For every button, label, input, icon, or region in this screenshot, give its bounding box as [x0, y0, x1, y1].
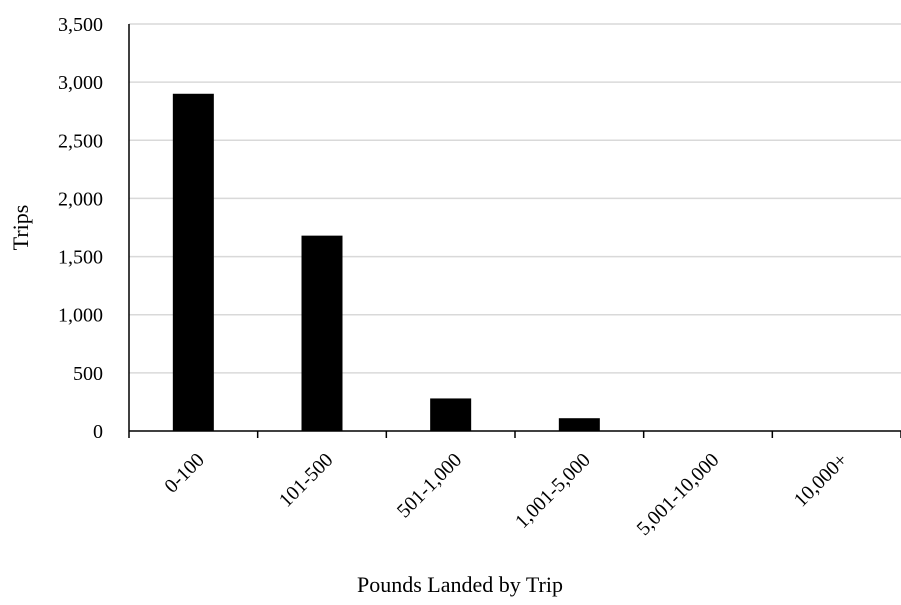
x-tick-label: 5,001-10,000 [633, 449, 724, 540]
y-tick-label: 2,000 [58, 188, 103, 210]
y-axis-title: Trips [8, 205, 33, 251]
y-tick-label: 1,000 [58, 305, 103, 327]
x-axis-title: Pounds Landed by Trip [357, 572, 563, 597]
gridlines [129, 24, 901, 373]
x-tick-label: 10,000+ [790, 449, 852, 511]
y-tick-label: 2,500 [58, 130, 103, 152]
y-tick-label: 1,500 [58, 247, 103, 269]
y-tick-labels: 0 500 1,000 1,500 2,000 2,500 3,000 3,500 [58, 14, 103, 443]
y-tick-label: 3,000 [58, 72, 103, 94]
bars [173, 94, 600, 431]
bar-1,001-5,000 [559, 418, 600, 431]
bar-0-100 [173, 94, 214, 431]
axes [129, 24, 901, 438]
y-tick-label: 0 [93, 421, 103, 443]
bar-101-500 [302, 236, 343, 431]
x-tick-label: 1,001-5,000 [511, 449, 595, 533]
x-tick-labels: 0-100 101-500 501-1,000 1,001-5,000 5,001-10… [160, 449, 852, 540]
x-tick-label: 101-500 [275, 449, 338, 512]
x-tick-label: 501-1,000 [393, 449, 466, 522]
x-tick-label: 0-100 [160, 449, 209, 498]
y-tick-label: 3,500 [58, 14, 103, 36]
y-tick-label: 500 [73, 363, 103, 385]
bar-501-1,000 [430, 398, 471, 431]
